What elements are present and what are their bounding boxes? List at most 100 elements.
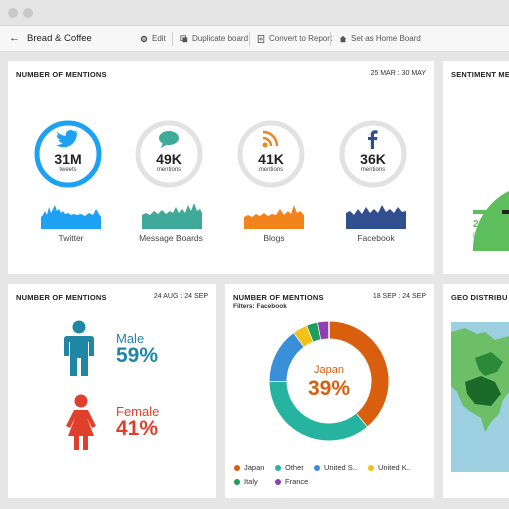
female-value: 41%: [116, 417, 159, 440]
window-minimize-dot[interactable]: [23, 8, 33, 18]
edit-button-label: Edit: [152, 34, 166, 43]
sentiment-card: SENTIMENT ME S 21% positive: [443, 61, 509, 274]
gear-icon: [140, 35, 148, 42]
report-icon: [257, 34, 265, 43]
legend-swatch: [234, 478, 240, 485]
sentiment-s-letter: S: [502, 197, 509, 207]
card-title: SENTIMENT ME: [451, 70, 509, 79]
set-home-board-button[interactable]: Set as Home Board: [339, 34, 421, 43]
message-boards-label: Message Boards: [139, 233, 203, 243]
rss-icon: [262, 130, 279, 148]
card-title: NUMBER OF MENTIONS: [233, 293, 324, 302]
sentiment-positive-label: positive: [473, 232, 494, 238]
blogs-unit: mentions: [258, 167, 284, 173]
legend-label: Japan: [244, 463, 265, 472]
message-boards-ring-chart: [135, 120, 203, 188]
message-boards-sparkline: [142, 203, 202, 229]
facebook-icon: [368, 130, 378, 149]
board-toolbar: ← Bread & Coffee Edit Duplicate board Co…: [0, 26, 509, 52]
facebook-label: Facebook: [357, 233, 395, 243]
donut-slice-other[interactable]: [269, 380, 367, 441]
female-label: Female: [116, 404, 160, 419]
set-home-board-label: Set as Home Board: [351, 34, 421, 43]
mentions-by-source-card: NUMBER OF MENTIONS 25 MAR : 30 MAY 31M t…: [8, 61, 434, 274]
legend-label: Italy: [244, 477, 258, 486]
legend-label: France: [285, 477, 309, 486]
sentiment-gauge: [472, 191, 509, 251]
geo-distribution-card: GEO DISTRIBU: [443, 284, 509, 498]
donut-center-label: Japan: [314, 364, 344, 376]
legend-swatch: [275, 478, 281, 485]
facebook-sparkline: [346, 205, 406, 229]
facebook-ring: 36K mentions: [338, 119, 408, 189]
duplicate-board-label: Duplicate board: [192, 34, 249, 43]
donut-center-value: 39%: [307, 377, 351, 400]
twitter-ring-chart: [34, 120, 102, 188]
legend-label: United S..: [324, 463, 357, 472]
filters-label: Filters: Facebook: [233, 303, 287, 310]
legend-swatch: [314, 464, 320, 471]
card-title: GEO DISTRIBU: [451, 293, 508, 302]
donut-slice-united-k[interactable]: [294, 325, 314, 347]
sentiment-positive-value: 21%: [473, 219, 494, 230]
male-figure-icon: [64, 320, 94, 376]
date-range[interactable]: 18 SEP : 24 SEP: [372, 293, 426, 300]
message-boards-unit: mentions: [156, 167, 182, 173]
legend-item-united-k[interactable]: United K..: [368, 463, 411, 472]
mentions-by-country-card: NUMBER OF MENTIONS 18 SEP : 24 SEP Filte…: [225, 284, 434, 498]
twitter-ring: 31M tweets: [33, 119, 103, 189]
blogs-ring-chart: [237, 120, 305, 188]
country-donut-chart: [269, 321, 389, 441]
legend-swatch: [368, 464, 374, 471]
facebook-unit: mentions: [360, 167, 386, 173]
legend-label: Other: [285, 463, 304, 472]
chat-icon: [159, 131, 179, 148]
window-close-dot[interactable]: [8, 8, 18, 18]
convert-to-report-label: Convert to Report: [269, 34, 333, 43]
geo-map[interactable]: [451, 322, 509, 472]
edit-button[interactable]: Edit: [140, 34, 166, 43]
message-boards-count: 49K: [156, 151, 182, 167]
sentiment-positive-bar: [473, 210, 502, 214]
blogs-count: 41K: [258, 151, 284, 167]
sentiment-neutral-bar: [502, 210, 509, 214]
twitter-label: Twitter: [58, 233, 84, 243]
convert-to-report-button[interactable]: Convert to Report: [257, 34, 332, 43]
back-arrow-icon[interactable]: ←: [9, 32, 20, 44]
duplicate-board-button[interactable]: Duplicate board: [180, 34, 248, 43]
twitter-count: 31M: [54, 151, 82, 167]
card-title: NUMBER OF MENTIONS: [16, 70, 107, 79]
legend-label: United K..: [378, 463, 411, 472]
legend-item-france[interactable]: France: [275, 477, 308, 486]
male-label: Male: [116, 331, 145, 346]
blogs-sparkline: [244, 205, 304, 229]
twitter-icon: [56, 129, 78, 148]
donut-slice-japan[interactable]: [328, 321, 389, 427]
date-range[interactable]: 25 MAR : 30 MAY: [370, 70, 426, 77]
blogs-ring: 41K mentions: [236, 119, 306, 189]
legend-item-japan[interactable]: Japan: [234, 463, 264, 472]
female-figure-icon: [66, 394, 96, 450]
legend-item-united-s[interactable]: United S..: [314, 463, 357, 472]
donut-slice-france[interactable]: [317, 321, 330, 340]
date-range[interactable]: 24 AUG : 24 SEP: [153, 293, 208, 300]
twitter-unit: tweets: [59, 167, 77, 173]
mentions-by-gender-card: NUMBER OF MENTIONS 24 AUG : 24 SEP Male …: [8, 284, 216, 498]
twitter-sparkline: [41, 205, 101, 229]
legend-item-other[interactable]: Other: [275, 463, 304, 472]
donut-separator: [317, 322, 322, 340]
legend-swatch: [234, 464, 240, 471]
message-boards-ring: 49K mentions: [134, 119, 204, 189]
facebook-count: 36K: [360, 151, 386, 167]
legend-swatch: [275, 464, 281, 471]
donut-slice-italy[interactable]: [307, 322, 322, 342]
facebook-ring-chart: [339, 120, 407, 188]
duplicate-icon: [180, 34, 188, 42]
home-icon: [339, 35, 347, 42]
card-title: NUMBER OF MENTIONS: [16, 293, 107, 302]
donut-slice-united-s[interactable]: [269, 332, 305, 382]
blogs-label: Blogs: [263, 233, 285, 243]
male-value: 59%: [116, 344, 159, 367]
legend-item-italy[interactable]: Italy: [234, 477, 258, 486]
